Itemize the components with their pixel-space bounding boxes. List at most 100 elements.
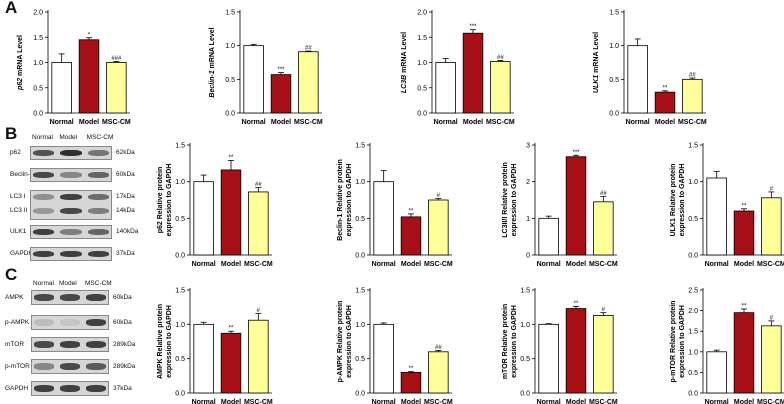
y-tick-label: 1.5 xyxy=(175,288,185,295)
y-axis-label-unit: mRNA Level xyxy=(593,32,600,75)
bar-msc-cm xyxy=(298,51,319,114)
x-tick-label: Normal xyxy=(537,399,561,404)
x-tick-label: Model xyxy=(401,261,421,268)
y-tick-label: 1.0 xyxy=(33,60,43,67)
y-axis-label-gene: p62 xyxy=(17,78,24,91)
blot-band xyxy=(59,363,81,370)
y-tick-label: 0.0 xyxy=(520,391,530,398)
blot-kda-label: 62kDa xyxy=(116,149,135,156)
bar-msc-cm xyxy=(761,325,782,394)
y-axis-label: expression to GAPDH xyxy=(679,305,686,378)
y-tick-label: 2.0 xyxy=(33,10,43,17)
bar-normal xyxy=(538,323,559,394)
y-tick-label: 1.0 xyxy=(355,179,365,186)
x-tick-label: MSC-CM xyxy=(244,399,273,404)
y-tick-label: 2.0 xyxy=(688,308,698,315)
lane-label: Model xyxy=(59,134,78,141)
bar-normal xyxy=(373,323,394,394)
western-blot-c: Normal Model MSC-CM AMPK 60kDa p-AMPK 60kDa mTO… xyxy=(5,280,145,400)
blot-band xyxy=(59,319,81,326)
x-tick-label: MSC-CM xyxy=(486,119,515,126)
y-tick-label: 3 xyxy=(526,143,530,150)
x-tick-label: Model xyxy=(566,261,586,268)
blot-row-label: ULK1 xyxy=(10,228,27,235)
y-tick-label: 1.5 xyxy=(355,288,365,295)
y-axis-label: expression to GAPDH xyxy=(166,164,173,237)
bar-normal xyxy=(706,351,727,394)
significance-label: *** xyxy=(469,24,477,30)
y-tick-label: 1.5 xyxy=(355,143,365,150)
bar-model xyxy=(78,39,100,114)
significance-label: ### xyxy=(111,56,122,62)
y-tick-label: 1.0 xyxy=(688,179,698,186)
bar-chart-6: 0.0 0.5 1.0 1.5 Beclin-1 Relative protein exp… xyxy=(337,143,453,269)
y-tick-label: 0.0 xyxy=(688,391,698,398)
blot-band xyxy=(87,228,109,236)
y-tick-label: 0.0 xyxy=(355,391,365,398)
blot-band xyxy=(33,171,55,179)
bar-chart-7: 0 1 2 3 LC3II/I Relative protein expression t… xyxy=(502,143,618,269)
y-axis-label-gene: ULK1 xyxy=(593,75,600,93)
bar-chart-5: 0.0 0.5 1.0 1.5 p62 Relative protein expressi… xyxy=(157,143,273,269)
y-tick-label: 1 xyxy=(526,216,530,223)
blot-band xyxy=(60,207,82,215)
significance-label: ** xyxy=(742,303,747,309)
blot-band xyxy=(33,207,55,215)
blot-kda-label: 37kDa xyxy=(113,384,132,392)
bar-model xyxy=(270,74,292,114)
y-tick-label: 1.5 xyxy=(417,35,427,42)
y-axis-label: expression to GAPDH xyxy=(346,305,353,378)
y-tick-label: 0.0 xyxy=(33,111,43,118)
blot-band xyxy=(85,294,107,301)
y-axis-label-unit: mRNA Level xyxy=(401,32,408,75)
y-tick-label: 1.0 xyxy=(417,60,427,67)
x-tick-label: Model xyxy=(655,119,675,126)
y-axis-label: Beclin-1 mRNA Level xyxy=(209,27,216,97)
x-tick-label: Normal xyxy=(705,261,729,268)
y-axis-label: Beclin-1 Relative protein xyxy=(337,159,344,241)
bar-model xyxy=(400,216,422,256)
bar-msc-cm xyxy=(593,201,614,256)
lane-label: MSC-CM xyxy=(86,134,114,141)
x-tick-label: Normal xyxy=(434,119,458,126)
y-axis-label: p62 mRNA Level xyxy=(17,35,24,91)
y-axis-label-gene: LC3B xyxy=(401,75,408,93)
x-tick-label: Model xyxy=(271,119,291,126)
bar-normal xyxy=(538,217,559,256)
y-tick-label: 1.0 xyxy=(175,322,185,329)
bar-msc-cm xyxy=(248,191,269,256)
y-tick-label: 0.0 xyxy=(688,253,698,260)
significance-label: ** xyxy=(742,203,747,209)
blot-band xyxy=(59,341,81,348)
y-axis-label: ULK1 Relative protein xyxy=(670,164,677,237)
blot-kda-label: 289kDa xyxy=(113,362,136,370)
bar-msc-cm xyxy=(490,61,511,114)
x-tick-label: Normal xyxy=(705,399,729,404)
blot-band xyxy=(59,385,81,392)
bar-normal xyxy=(51,62,72,114)
y-tick-label: 1.5 xyxy=(175,143,185,150)
significance-label: # xyxy=(770,186,774,192)
y-tick-label: 1.5 xyxy=(688,143,698,150)
panel-label-b: B xyxy=(5,124,18,143)
significance-label: ** xyxy=(229,326,234,332)
blot-band xyxy=(85,341,107,348)
blot-band xyxy=(87,171,109,179)
significance-label: ** xyxy=(574,301,579,307)
bar-normal xyxy=(373,181,394,256)
significance-label: *** xyxy=(277,67,285,73)
significance-label: ## xyxy=(305,46,312,52)
y-tick-label: 0.5 xyxy=(175,216,185,223)
blot-band xyxy=(60,171,82,179)
y-tick-label: 0.5 xyxy=(33,85,43,92)
blot-band xyxy=(87,193,109,201)
blot-band xyxy=(33,228,55,236)
blot-row-label: Beclin-1 xyxy=(10,171,34,178)
significance-label: # xyxy=(257,308,261,314)
blot-band xyxy=(33,385,55,392)
lane-label: Normal xyxy=(32,134,53,141)
y-tick-label: 1.5 xyxy=(225,10,235,17)
blot-band xyxy=(85,319,107,326)
x-tick-label: Model xyxy=(221,399,241,404)
